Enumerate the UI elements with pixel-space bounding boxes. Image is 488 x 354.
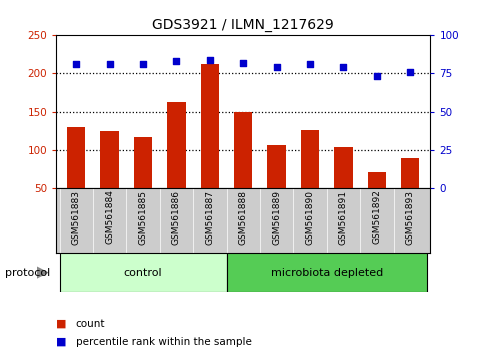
Text: GSM561887: GSM561887 bbox=[205, 190, 214, 245]
Text: ■: ■ bbox=[56, 319, 66, 329]
Polygon shape bbox=[37, 266, 49, 279]
Bar bbox=[267, 145, 285, 226]
Point bbox=[139, 62, 147, 67]
Point bbox=[305, 62, 313, 67]
Text: control: control bbox=[123, 268, 162, 278]
Bar bbox=[167, 102, 185, 226]
Text: GSM561884: GSM561884 bbox=[105, 190, 114, 245]
Bar bbox=[300, 130, 319, 226]
Bar bbox=[101, 131, 119, 226]
Bar bbox=[134, 137, 152, 226]
Text: GSM561892: GSM561892 bbox=[372, 190, 381, 245]
Point bbox=[372, 74, 380, 79]
Text: GSM561888: GSM561888 bbox=[238, 190, 247, 245]
Bar bbox=[200, 64, 219, 226]
Text: GSM561891: GSM561891 bbox=[338, 190, 347, 245]
Text: GSM561883: GSM561883 bbox=[72, 190, 81, 245]
Text: GSM561885: GSM561885 bbox=[138, 190, 147, 245]
Text: ■: ■ bbox=[56, 337, 66, 347]
Point bbox=[339, 64, 346, 70]
Bar bbox=[226, 253, 426, 292]
Point bbox=[172, 58, 180, 64]
Point bbox=[205, 57, 213, 63]
Bar bbox=[60, 253, 226, 292]
Point bbox=[105, 62, 113, 67]
Point bbox=[406, 69, 413, 75]
Point bbox=[239, 60, 246, 65]
Text: count: count bbox=[76, 319, 105, 329]
Bar bbox=[67, 127, 85, 226]
Text: microbiota depleted: microbiota depleted bbox=[270, 268, 382, 278]
Text: protocol: protocol bbox=[5, 268, 50, 278]
Bar bbox=[400, 158, 419, 226]
Point bbox=[72, 62, 80, 67]
Bar bbox=[367, 172, 385, 226]
Text: GSM561889: GSM561889 bbox=[272, 190, 281, 245]
Text: GSM561890: GSM561890 bbox=[305, 190, 314, 245]
Text: GSM561893: GSM561893 bbox=[405, 190, 414, 245]
Text: percentile rank within the sample: percentile rank within the sample bbox=[76, 337, 251, 347]
Text: GSM561886: GSM561886 bbox=[172, 190, 181, 245]
Title: GDS3921 / ILMN_1217629: GDS3921 / ILMN_1217629 bbox=[152, 18, 333, 32]
Point bbox=[272, 64, 280, 70]
Bar bbox=[334, 147, 352, 226]
Bar bbox=[234, 112, 252, 226]
